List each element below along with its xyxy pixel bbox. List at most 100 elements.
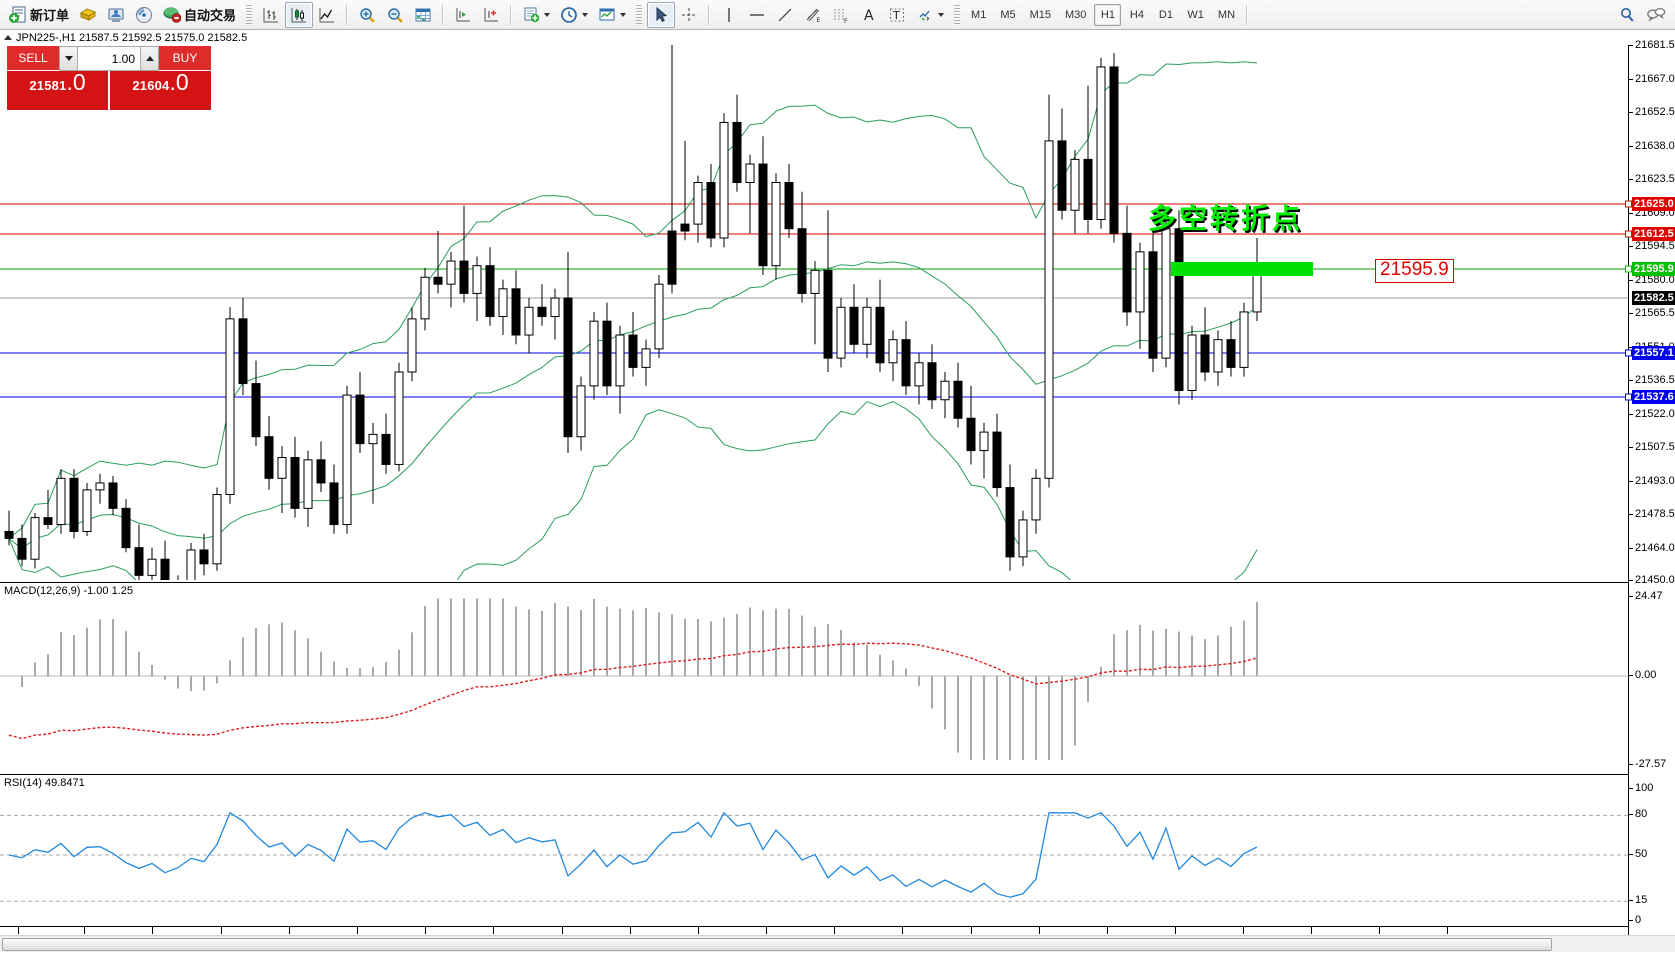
sell-button[interactable]: SELL: [7, 46, 59, 71]
chevron-down-icon[interactable]: [544, 12, 551, 17]
candle-body: [407, 318, 417, 373]
chart-container[interactable]: MACD(12,26,9) -1.00 1.25 RSI(14) 49.8471…: [0, 16, 1675, 950]
new-order-button[interactable]: 新订单: [4, 2, 74, 28]
vertical-line-button[interactable]: [715, 2, 743, 28]
timeframe-group: M1 M5 M15 M30 H1 H4 D1 W1 MN: [965, 3, 1241, 26]
macd-pane[interactable]: MACD(12,26,9) -1.00 1.25: [0, 582, 1628, 772]
timeframe-h1[interactable]: H1: [1094, 3, 1122, 26]
rsi-axis-tick: [1629, 900, 1633, 902]
bollinger-lower: [8, 401, 1258, 651]
chevron-down-icon-2[interactable]: [582, 12, 589, 17]
equidistant-channel-button[interactable]: E: [799, 2, 827, 28]
text-label-button[interactable]: T: [883, 2, 911, 28]
collapse-triangle-icon[interactable]: [4, 35, 12, 40]
timeframe-m1[interactable]: M1: [971, 8, 987, 21]
indicators-button[interactable]: [517, 2, 555, 28]
macd-chart-svg[interactable]: [0, 583, 1628, 773]
zoom-in-button[interactable]: [353, 2, 381, 28]
candle-body: [69, 477, 79, 532]
price-level-label-resistance[interactable]: 21612.5: [1632, 227, 1675, 241]
autotrading-button[interactable]: 自动交易: [158, 2, 241, 28]
timeframe-w1[interactable]: W1: [1187, 8, 1204, 21]
chart-grid-button[interactable]: [409, 2, 437, 28]
fibonacci-button[interactable]: F: [827, 2, 855, 28]
chat-button[interactable]: [1641, 2, 1671, 28]
candle-body: [1200, 334, 1210, 373]
price-level-label-last[interactable]: 21582.5: [1632, 291, 1675, 305]
caret-down-icon: [64, 56, 73, 61]
price-pane[interactable]: [0, 16, 1628, 651]
candle-body: [1018, 519, 1028, 558]
price-level-label-resistance[interactable]: 21625.0: [1632, 197, 1675, 211]
timeframe-h4[interactable]: H4: [1129, 8, 1144, 21]
bid-price-display[interactable]: 21581 .0: [7, 71, 108, 110]
signals-button[interactable]: [130, 2, 158, 28]
zoom-out-button[interactable]: [381, 2, 409, 28]
horizontal-line-button[interactable]: [743, 2, 771, 28]
price-axis-tick: [1629, 45, 1633, 46]
timeframe-m15[interactable]: M15: [1029, 8, 1051, 21]
candle-body: [758, 163, 768, 267]
price-level-handle[interactable]: [1625, 393, 1632, 401]
trendline-button[interactable]: [771, 2, 799, 28]
bar-chart-button[interactable]: [257, 2, 285, 28]
volume-input[interactable]: 1.00: [78, 46, 140, 71]
chevron-down-icon-4[interactable]: [938, 12, 945, 17]
candle-body: [628, 334, 638, 368]
price-axis[interactable]: 21681.5 21667.0 21652.5 21638.0 21623.5 21609…: [1625, 39, 1675, 935]
highlight-rectangle[interactable]: [1171, 262, 1313, 276]
ask-price-display[interactable]: 21604 .0: [110, 71, 211, 110]
auto-scroll-button[interactable]: [477, 2, 505, 28]
timeframe-d1[interactable]: D1: [1158, 8, 1173, 21]
candle-body: [147, 558, 157, 576]
rsi-pane[interactable]: RSI(14) 49.8471: [0, 774, 1628, 926]
expert-advisors-button[interactable]: [74, 2, 102, 28]
price-level-handle[interactable]: [1625, 265, 1632, 273]
horizontal-scrollbar[interactable]: [0, 935, 1675, 952]
text-button[interactable]: A: [855, 2, 883, 28]
templates-button[interactable]: [593, 2, 631, 28]
price-level-label-support[interactable]: 21557.1: [1632, 346, 1675, 360]
line-chart-button[interactable]: [313, 2, 341, 28]
mql5-community-button[interactable]: [102, 2, 130, 28]
main-toolbar: 新订单 自动交易: [0, 0, 1675, 30]
chart-annotation-text[interactable]: 多空转折点: [1148, 202, 1304, 235]
price-level-handle[interactable]: [1625, 230, 1632, 238]
chevron-down-icon-3[interactable]: [620, 12, 627, 17]
price-chart-svg[interactable]: [0, 16, 1628, 651]
candle-body: [589, 320, 599, 387]
volume-stepper[interactable]: 1.00: [59, 46, 159, 71]
crosshair-button[interactable]: [675, 2, 703, 28]
candle-body: [1252, 274, 1262, 313]
price-axis-tick: [1629, 547, 1633, 549]
timeframe-m30[interactable]: M30: [1065, 8, 1087, 21]
price-level-handle[interactable]: [1625, 349, 1632, 357]
search-button[interactable]: [1613, 2, 1641, 28]
price-callout-label[interactable]: 21595.9: [1375, 259, 1454, 283]
toolbar-grip[interactable]: [246, 4, 253, 25]
price-level-label-support[interactable]: 21537.6: [1632, 390, 1675, 404]
toolbar-grip-3[interactable]: [954, 4, 961, 25]
candle-body: [1031, 477, 1041, 521]
price-level-handle[interactable]: [1625, 200, 1632, 208]
time-axis-tick: [425, 927, 426, 934]
volume-increase-button[interactable]: [140, 46, 159, 71]
period-button[interactable]: [555, 2, 593, 28]
volume-decrease-button[interactable]: [59, 46, 78, 71]
chart-shift-button[interactable]: [449, 2, 477, 28]
candle-body: [381, 433, 391, 465]
cursor-button[interactable]: [647, 1, 676, 28]
price-level-label-bid[interactable]: 21595.9: [1632, 262, 1675, 276]
svg-text:E: E: [817, 17, 821, 24]
toolbar-grip-2[interactable]: [636, 4, 643, 25]
time-axis-tick: [1175, 927, 1176, 934]
timeframe-m5[interactable]: M5: [1000, 8, 1016, 21]
buy-button[interactable]: BUY: [159, 46, 211, 71]
templates-icon: [599, 8, 615, 20]
scrollbar-thumb[interactable]: [2, 938, 1552, 951]
zoom-in-icon: [360, 7, 375, 23]
timeframe-mn[interactable]: MN: [1217, 8, 1236, 21]
candlestick-chart-button[interactable]: [285, 1, 314, 28]
rsi-chart-svg[interactable]: [0, 775, 1628, 927]
objects-button[interactable]: [911, 2, 949, 28]
